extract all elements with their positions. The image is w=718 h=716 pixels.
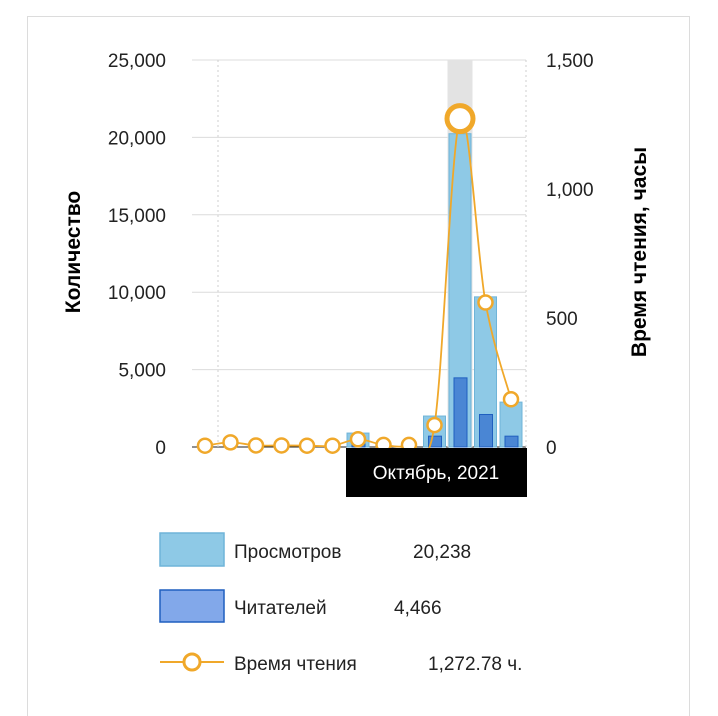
- right-tick-label: 500: [546, 309, 578, 330]
- left-tick-label: 20,000: [108, 128, 166, 149]
- line-point: [273, 437, 290, 454]
- bar-readers: [428, 435, 442, 448]
- right-tick-label: 0: [546, 438, 557, 459]
- line-point: [349, 431, 367, 448]
- right-tick-label: 1,500: [546, 51, 594, 72]
- legend-item-reading-time[interactable]: Время чтения 1,272.78 ч.: [160, 652, 522, 675]
- bar-readers: [453, 377, 468, 448]
- legend-swatch-readers: [159, 589, 225, 623]
- line-point: [247, 437, 265, 454]
- legend-value-reading-time: 1,272.78 ч.: [428, 654, 522, 675]
- line-point: [502, 391, 520, 408]
- reading-time-line: [196, 103, 520, 456]
- right-tick-label: 1,000: [546, 180, 594, 201]
- tooltip: Октябрь, 2021: [346, 448, 527, 497]
- legend-item-readers[interactable]: Читателей 4,466: [159, 589, 442, 623]
- left-tick-label: 15,000: [108, 206, 166, 227]
- line-point: [222, 434, 239, 451]
- legend-label-views: Просмотров: [234, 542, 341, 563]
- left-tick-label: 0: [155, 438, 166, 459]
- legend-value-readers: 4,466: [394, 598, 442, 619]
- line-point: [477, 294, 494, 311]
- bar-readers: [504, 435, 519, 448]
- legend-marker-reading-time: [182, 652, 202, 672]
- bars: [346, 133, 523, 448]
- legend-label-reading-time: Время чтения: [234, 654, 357, 675]
- right-axis-ticks: 0 500 1,000 1,500: [546, 51, 594, 459]
- left-tick-label: 5,000: [118, 361, 166, 382]
- left-tick-label: 10,000: [108, 283, 166, 304]
- line-point: [444, 103, 476, 135]
- line-point: [426, 416, 443, 434]
- line-point: [298, 437, 316, 454]
- bar-readers: [479, 413, 493, 448]
- legend-item-views[interactable]: Просмотров 20,238: [159, 532, 471, 567]
- legend-label-readers: Читателей: [234, 598, 327, 619]
- legend-value-views: 20,238: [413, 542, 471, 563]
- left-axis-title: Количество: [62, 191, 85, 313]
- left-axis-ticks: 0 5,000 10,000 15,000 20,000 25,000: [108, 51, 166, 459]
- line-point: [324, 437, 341, 454]
- tooltip-text: Октябрь, 2021: [373, 463, 499, 484]
- legend: Просмотров 20,238 Читателей 4,466 Время …: [159, 532, 522, 675]
- line-point: [196, 437, 214, 454]
- chart-card: [27, 16, 690, 716]
- left-tick-label: 25,000: [108, 51, 166, 72]
- right-axis-title: Время чтения, часы: [628, 147, 651, 357]
- legend-swatch-views: [159, 532, 225, 567]
- tooltip-box: [346, 448, 527, 497]
